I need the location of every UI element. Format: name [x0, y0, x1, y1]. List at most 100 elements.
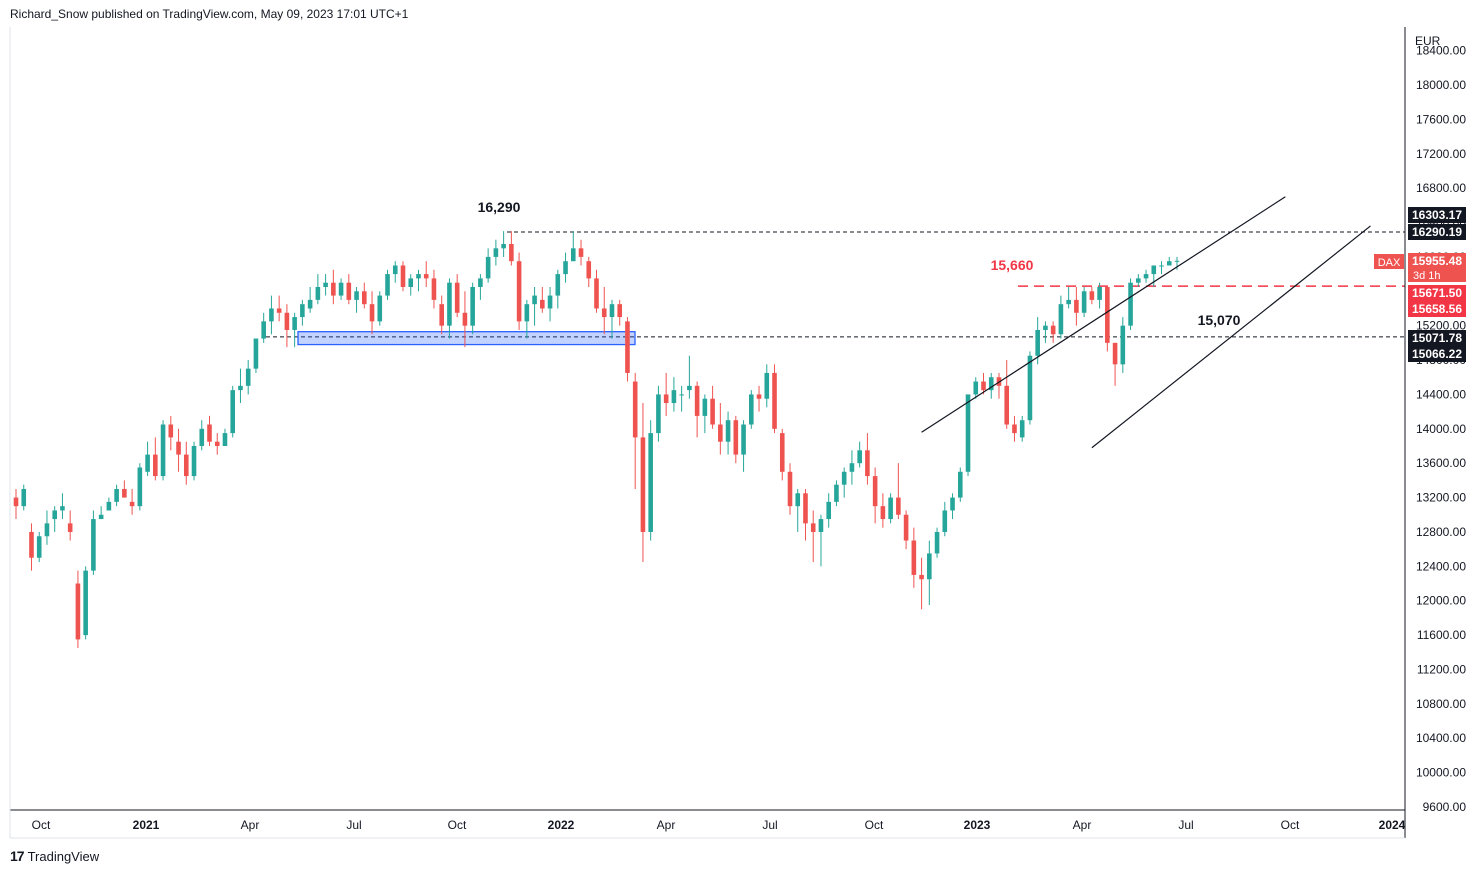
- candle-body[interactable]: [927, 553, 932, 580]
- candle-body[interactable]: [1143, 274, 1149, 279]
- candle-body[interactable]: [640, 437, 646, 532]
- candle-body[interactable]: [1043, 325, 1048, 330]
- candle-body[interactable]: [896, 497, 901, 515]
- candle-body[interactable]: [617, 304, 623, 318]
- candle-body[interactable]: [199, 428, 205, 446]
- candle-body[interactable]: [176, 441, 181, 455]
- candle-body[interactable]: [323, 282, 328, 287]
- candle-body[interactable]: [888, 497, 893, 520]
- candle-body[interactable]: [454, 282, 460, 313]
- candle-body[interactable]: [377, 295, 383, 322]
- candle-body[interactable]: [338, 282, 344, 296]
- candle-body[interactable]: [67, 523, 73, 532]
- candle-body[interactable]: [400, 265, 406, 287]
- candle-body[interactable]: [300, 304, 305, 318]
- candle-body[interactable]: [818, 519, 824, 532]
- candle-body[interactable]: [129, 501, 135, 507]
- candle-body[interactable]: [671, 390, 677, 404]
- price-tag[interactable]: [1408, 207, 1466, 223]
- candle-body[interactable]: [934, 531, 940, 554]
- candle-body[interactable]: [547, 295, 553, 309]
- candle-body[interactable]: [702, 398, 708, 416]
- channel-line-lower[interactable]: [1091, 225, 1371, 449]
- candle-body[interactable]: [369, 304, 375, 322]
- candle-body[interactable]: [501, 244, 506, 249]
- candle-body[interactable]: [857, 450, 862, 464]
- candle-body[interactable]: [245, 368, 251, 386]
- candle-body[interactable]: [973, 381, 979, 395]
- candle-body[interactable]: [1035, 329, 1040, 356]
- candle-body[interactable]: [749, 394, 754, 425]
- candle-body[interactable]: [772, 372, 777, 429]
- candle-body[interactable]: [756, 394, 762, 399]
- candle-body[interactable]: [942, 510, 948, 532]
- candle-body[interactable]: [207, 424, 212, 442]
- candle-body[interactable]: [725, 420, 731, 442]
- candle-body[interactable]: [563, 261, 568, 275]
- candle-body[interactable]: [331, 282, 336, 296]
- candle-body[interactable]: [687, 385, 692, 391]
- candle-body[interactable]: [826, 501, 831, 520]
- candle-body[interactable]: [168, 424, 174, 438]
- candle-body[interactable]: [911, 540, 917, 575]
- price-axis[interactable]: EUR 9600.00 10000.00 10400.00 10800.00 11200…: [1415, 34, 1466, 814]
- candle-body[interactable]: [601, 308, 607, 318]
- candle-body[interactable]: [52, 510, 57, 520]
- candle-body[interactable]: [834, 484, 839, 502]
- candle-body[interactable]: [1097, 286, 1102, 300]
- candle-body[interactable]: [253, 338, 259, 369]
- candle-body[interactable]: [392, 265, 398, 275]
- candle-body[interactable]: [1159, 265, 1164, 267]
- candle-body[interactable]: [1074, 299, 1079, 313]
- symbol-tag[interactable]: [1374, 254, 1404, 269]
- candle-body[interactable]: [137, 467, 143, 507]
- candle-body[interactable]: [1105, 286, 1110, 343]
- candle-body[interactable]: [114, 488, 119, 502]
- price-tag[interactable]: [1408, 285, 1466, 301]
- candle-body[interactable]: [718, 424, 723, 442]
- candle-body[interactable]: [21, 488, 27, 507]
- candle-body[interactable]: [810, 523, 816, 532]
- candle-body[interactable]: [153, 454, 158, 477]
- price-tag[interactable]: [1408, 301, 1466, 317]
- candle-body[interactable]: [578, 248, 584, 257]
- candle-body[interactable]: [694, 385, 700, 416]
- candle-body[interactable]: [470, 286, 475, 326]
- candle-body[interactable]: [648, 433, 653, 532]
- candle-body[interactable]: [540, 299, 545, 309]
- plot-area[interactable]: [10, 27, 1405, 810]
- candle-body[interactable]: [609, 304, 615, 318]
- support-zone-box[interactable]: [297, 331, 636, 346]
- price-tag[interactable]: [1408, 330, 1466, 346]
- candle-body[interactable]: [447, 282, 452, 326]
- time-axis[interactable]: Oct 2021 Apr Jul Oct 2022 Apr Jul Oct 2023 Apr Jul O…: [32, 818, 1406, 832]
- candle-body[interactable]: [710, 398, 715, 425]
- candle-body[interactable]: [269, 308, 274, 322]
- candle-body[interactable]: [238, 385, 243, 391]
- candle-body[interactable]: [431, 278, 437, 300]
- candle-body[interactable]: [292, 317, 297, 330]
- candle-body[interactable]: [362, 291, 367, 305]
- candle-body[interactable]: [91, 519, 96, 571]
- candle-body[interactable]: [1136, 278, 1141, 283]
- candle-body[interactable]: [261, 321, 266, 339]
- candle-body[interactable]: [122, 488, 127, 498]
- candle-body[interactable]: [222, 433, 228, 446]
- candle-body[interactable]: [865, 450, 870, 477]
- candle-body[interactable]: [779, 433, 785, 472]
- candle-body[interactable]: [1066, 299, 1071, 305]
- candle-body[interactable]: [106, 501, 112, 511]
- candle-body[interactable]: [354, 291, 359, 300]
- candle-body[interactable]: [1151, 265, 1157, 275]
- candle-body[interactable]: [13, 497, 19, 507]
- candle-body[interactable]: [1120, 325, 1126, 365]
- candle-body[interactable]: [764, 372, 770, 399]
- candle-body[interactable]: [880, 506, 886, 520]
- candle-body[interactable]: [787, 471, 793, 507]
- candle-body[interactable]: [663, 394, 669, 404]
- candle-body[interactable]: [509, 244, 514, 262]
- candle-body[interactable]: [919, 574, 924, 580]
- candle-body[interactable]: [439, 304, 444, 326]
- candle-body[interactable]: [1012, 424, 1017, 434]
